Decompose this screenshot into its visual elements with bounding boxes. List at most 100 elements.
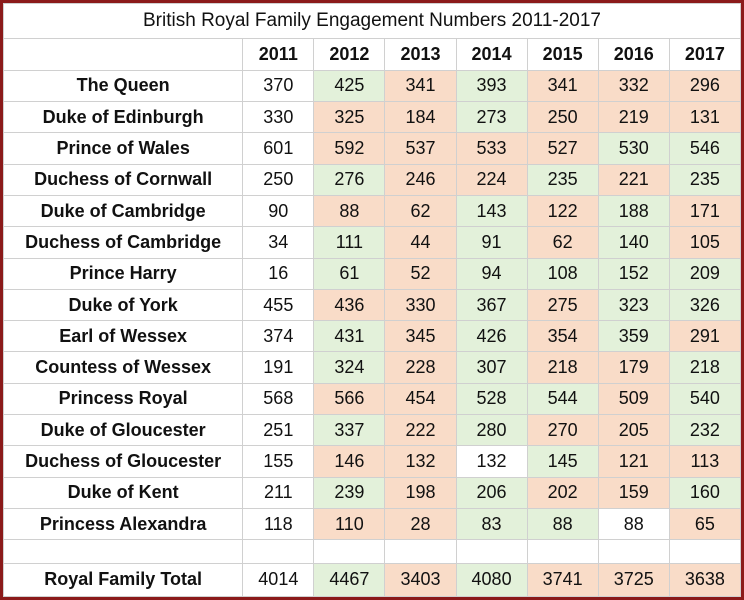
row-label: Duchess of Cornwall — [2, 163, 244, 196]
value-cell: 3403 — [384, 562, 457, 598]
value-cell: 62 — [384, 194, 457, 228]
row-label: Prince Harry — [2, 257, 244, 290]
value-cell: 330 — [384, 288, 457, 322]
value-cell: 280 — [455, 414, 528, 447]
member-row: Countess of Wessex 191 324 228 307 218 179 218 — [2, 351, 742, 384]
value-cell: 546 — [668, 132, 742, 165]
value-cell: 198 — [384, 476, 457, 510]
value-cell: 105 — [668, 226, 742, 259]
value-cell: 332 — [597, 69, 670, 102]
value-cell: 28 — [384, 508, 457, 541]
value-cell: 374 — [242, 320, 315, 353]
row-label: Duke of Gloucester — [2, 414, 244, 447]
empty-cell — [668, 539, 742, 564]
value-cell: 566 — [313, 382, 386, 416]
value-cell: 152 — [597, 257, 670, 290]
value-cell: 367 — [455, 288, 528, 322]
value-cell: 3638 — [668, 562, 742, 598]
value-cell: 341 — [384, 69, 457, 102]
empty-cell — [313, 539, 386, 564]
value-cell: 132 — [384, 445, 457, 478]
value-cell: 296 — [668, 69, 742, 102]
row-label: Duke of York — [2, 288, 244, 322]
total-row: Royal Family Total 4014 4467 3403 4080 3741 37… — [2, 562, 742, 598]
value-cell: 527 — [526, 132, 599, 165]
value-cell: 592 — [313, 132, 386, 165]
value-cell: 211 — [242, 476, 315, 510]
empty-cell — [2, 539, 244, 564]
value-cell: 239 — [313, 476, 386, 510]
value-cell: 425 — [313, 69, 386, 102]
value-cell: 359 — [597, 320, 670, 353]
row-label: Duke of Kent — [2, 476, 244, 510]
value-cell: 108 — [526, 257, 599, 290]
value-cell: 455 — [242, 288, 315, 322]
member-row: Duchess of Cornwall 250 276 246 224 235 221 235 — [2, 163, 742, 196]
value-cell: 270 — [526, 414, 599, 447]
value-cell: 88 — [597, 508, 670, 541]
row-label: Prince of Wales — [2, 132, 244, 165]
member-row: Duchess of Gloucester 155 146 132 132 145 121 1… — [2, 445, 742, 478]
value-cell: 52 — [384, 257, 457, 290]
value-cell: 122 — [526, 194, 599, 228]
value-cell: 202 — [526, 476, 599, 510]
header-row: 2011 2012 2013 2014 2015 2016 2017 — [2, 38, 742, 71]
spacer-row — [2, 539, 742, 564]
row-label: The Queen — [2, 69, 244, 102]
value-cell: 65 — [668, 508, 742, 541]
row-label: Duchess of Cambridge — [2, 226, 244, 259]
value-cell: 209 — [668, 257, 742, 290]
value-cell: 121 — [597, 445, 670, 478]
year-header: 2013 — [384, 38, 457, 71]
year-header: 2011 — [242, 38, 315, 71]
value-cell: 146 — [313, 445, 386, 478]
value-cell: 16 — [242, 257, 315, 290]
value-cell: 91 — [455, 226, 528, 259]
value-cell: 246 — [384, 163, 457, 196]
value-cell: 307 — [455, 351, 528, 384]
value-cell: 4080 — [455, 562, 528, 598]
value-cell: 235 — [526, 163, 599, 196]
value-cell: 275 — [526, 288, 599, 322]
value-cell: 509 — [597, 382, 670, 416]
value-cell: 34 — [242, 226, 315, 259]
empty-cell — [455, 539, 528, 564]
value-cell: 206 — [455, 476, 528, 510]
value-cell: 530 — [597, 132, 670, 165]
row-label: Princess Alexandra — [2, 508, 244, 541]
row-label: Royal Family Total — [2, 562, 244, 598]
member-row: Prince Harry 16 61 52 94 108 152 209 — [2, 257, 742, 290]
value-cell: 132 — [455, 445, 528, 478]
value-cell: 145 — [526, 445, 599, 478]
value-cell: 140 — [597, 226, 670, 259]
value-cell: 291 — [668, 320, 742, 353]
year-header: 2017 — [668, 38, 742, 71]
value-cell: 191 — [242, 351, 315, 384]
member-row: Duke of York 455 436 330 367 275 323 326 — [2, 288, 742, 322]
value-cell: 171 — [668, 194, 742, 228]
value-cell: 235 — [668, 163, 742, 196]
value-cell: 601 — [242, 132, 315, 165]
row-label: Duke of Edinburgh — [2, 100, 244, 134]
value-cell: 184 — [384, 100, 457, 134]
value-cell: 4467 — [313, 562, 386, 598]
value-cell: 88 — [313, 194, 386, 228]
value-cell: 426 — [455, 320, 528, 353]
value-cell: 354 — [526, 320, 599, 353]
value-cell: 205 — [597, 414, 670, 447]
member-row: Duke of Gloucester 251 337 222 280 270 205 232 — [2, 414, 742, 447]
value-cell: 250 — [526, 100, 599, 134]
row-label: Countess of Wessex — [2, 351, 244, 384]
value-cell: 370 — [242, 69, 315, 102]
value-cell: 345 — [384, 320, 457, 353]
value-cell: 273 — [455, 100, 528, 134]
year-header: 2015 — [526, 38, 599, 71]
value-cell: 218 — [668, 351, 742, 384]
member-row: Earl of Wessex 374 431 345 426 354 359 291 — [2, 320, 742, 353]
value-cell: 3741 — [526, 562, 599, 598]
empty-cell — [526, 539, 599, 564]
value-cell: 188 — [597, 194, 670, 228]
value-cell: 568 — [242, 382, 315, 416]
value-cell: 4014 — [242, 562, 315, 598]
